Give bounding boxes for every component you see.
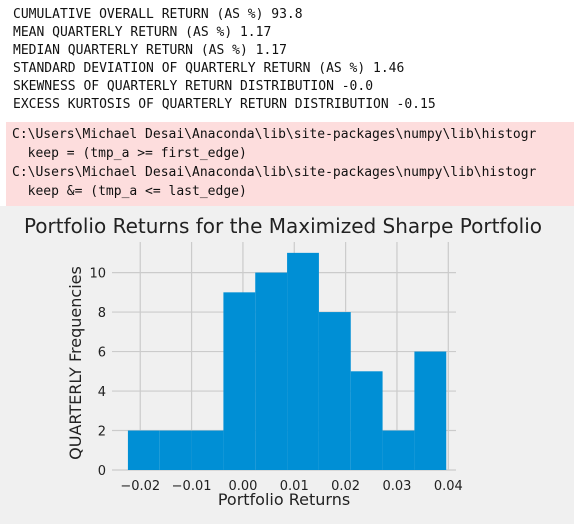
x-tick-label: 0.04 xyxy=(434,479,463,494)
stat-std-deviation: STANDARD DEVIATION OF QUARTERLY RETURN (… xyxy=(13,61,405,76)
stat-mean-return: MEAN QUARTERLY RETURN (AS %) 1.17 xyxy=(13,25,272,40)
x-tick-label: 0.03 xyxy=(382,479,411,494)
warning-code-line: keep &= (tmp_a <= last_edge) xyxy=(12,184,247,199)
warning-path-line: C:\Users\Michael Desai\Anaconda\lib\site… xyxy=(12,165,537,180)
histogram-bars xyxy=(127,252,447,470)
histogram-bar xyxy=(255,272,288,470)
histogram-bar xyxy=(159,430,192,470)
y-tick-label: 10 xyxy=(89,267,106,282)
stderr-warning-output: C:\Users\Michael Desai\Anaconda\lib\site… xyxy=(6,122,574,206)
y-tick-label: 4 xyxy=(98,385,106,400)
stat-cumulative-return: CUMULATIVE OVERALL RETURN (AS %) 93.8 xyxy=(13,7,303,22)
y-tick-label: 8 xyxy=(98,306,106,321)
histogram-chart: −0.02 −0.01 0.00 0.01 0.02 0.03 0.04 0 2 4 6 8 10 P… xyxy=(0,206,574,524)
stat-excess-kurtosis: EXCESS KURTOSIS OF QUARTERLY RETURN DIST… xyxy=(13,97,436,112)
x-tick-label: 0.00 xyxy=(228,479,257,494)
histogram-bar xyxy=(318,312,351,470)
x-tick-label: −0.02 xyxy=(120,479,160,494)
histogram-bar xyxy=(287,252,319,470)
warning-path-line: C:\Users\Michael Desai\Anaconda\lib\site… xyxy=(12,127,537,142)
x-axis-ticks: −0.02 −0.01 0.00 0.01 0.02 0.03 0.04 xyxy=(120,479,462,494)
x-tick-label: 0.01 xyxy=(280,479,309,494)
histogram-bar xyxy=(350,371,383,470)
y-axis-ticks: 0 2 4 6 8 10 xyxy=(89,267,106,479)
warning-code-line: keep = (tmp_a >= first_edge) xyxy=(12,146,247,161)
histogram-bar xyxy=(191,430,224,470)
histogram-bar xyxy=(414,351,447,470)
x-tick-label: 0.02 xyxy=(331,479,360,494)
y-tick-label: 6 xyxy=(98,346,106,361)
histogram-figure: −0.02 −0.01 0.00 0.01 0.02 0.03 0.04 0 2 4 6 8 10 P… xyxy=(0,206,574,524)
stat-skewness: SKEWNESS OF QUARTERLY RETURN DISTRIBUTIO… xyxy=(13,79,374,94)
x-tick-label: −0.01 xyxy=(172,479,212,494)
y-axis-label: QUARTERLY Frequencies xyxy=(66,266,85,460)
histogram-bar xyxy=(127,430,160,470)
histogram-bar xyxy=(223,292,256,470)
histogram-bar xyxy=(382,430,415,470)
stat-median-return: MEDIAN QUARTERLY RETURN (AS %) 1.17 xyxy=(13,43,287,58)
y-tick-label: 2 xyxy=(98,425,106,440)
x-axis-label: Portfolio Returns xyxy=(218,490,350,509)
chart-title: Portfolio Returns for the Maximized Shar… xyxy=(24,214,542,238)
y-tick-label: 0 xyxy=(98,464,106,479)
